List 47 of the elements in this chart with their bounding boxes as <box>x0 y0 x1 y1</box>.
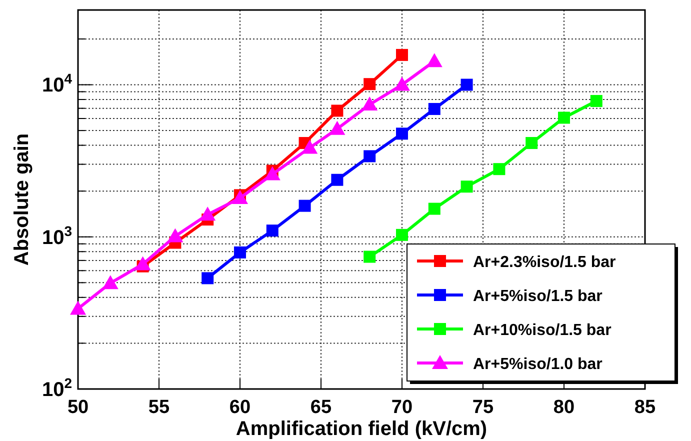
point <box>234 246 246 258</box>
x-axis-title: Amplification field (kV/cm) <box>236 418 488 440</box>
point <box>396 228 408 241</box>
y-axis-title: Absolute gain <box>11 133 33 266</box>
point <box>364 78 376 90</box>
legend-label: Ar+5%iso/1.0 bar <box>473 356 602 373</box>
point <box>590 94 602 107</box>
point <box>302 140 318 154</box>
point <box>396 48 408 61</box>
point <box>526 137 538 150</box>
point <box>264 166 280 180</box>
point <box>266 224 278 237</box>
point <box>362 96 378 111</box>
x-tick-label: 75 <box>472 397 494 418</box>
point <box>232 190 248 204</box>
y-tick-label: 10$^{4}$ <box>42 70 72 97</box>
point <box>394 76 410 91</box>
x-tick-label: 80 <box>553 397 575 418</box>
point <box>428 102 440 115</box>
point <box>493 163 506 176</box>
x-tick-label: 85 <box>634 397 656 418</box>
point <box>331 104 344 117</box>
x-tick-label: 60 <box>229 397 251 418</box>
point <box>396 128 408 140</box>
point <box>134 256 151 270</box>
point <box>460 78 473 91</box>
legend-label: Ar+5%iso/1.5 bar <box>473 288 602 305</box>
legend-label: Ar+2.3%iso/1.5 bar <box>473 254 616 271</box>
point <box>329 120 346 135</box>
point <box>426 53 442 68</box>
x-tick-label: 65 <box>310 397 332 418</box>
point <box>331 174 344 186</box>
point <box>202 272 214 284</box>
point <box>200 206 216 221</box>
point <box>460 180 473 193</box>
point <box>364 150 376 162</box>
point <box>428 202 440 215</box>
point <box>70 300 86 315</box>
legend-label: Ar+10%iso/1.5 bar <box>473 322 612 339</box>
y-tick-label: 10$^{3}$ <box>42 222 72 249</box>
point <box>298 200 311 212</box>
point <box>167 228 184 242</box>
x-tick-label: 70 <box>391 397 413 418</box>
x-tick-label: 55 <box>148 397 170 418</box>
point <box>364 250 376 263</box>
point <box>558 112 570 124</box>
point <box>102 275 118 290</box>
